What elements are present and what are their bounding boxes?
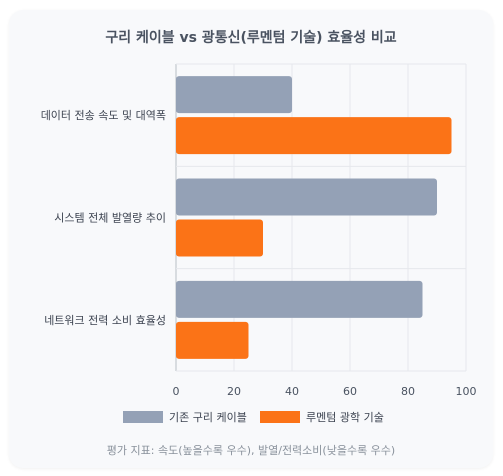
grid-lines xyxy=(175,63,467,372)
bars xyxy=(176,76,452,359)
x-tick-label: 40 xyxy=(285,385,299,398)
x-tick-label: 60 xyxy=(343,385,357,398)
legend-swatch xyxy=(123,411,163,423)
footnote: 평가 지표: 속도(높을수록 우수), 발열/전력소비(낮을수록 우수) xyxy=(107,444,395,457)
x-tick-label: 20 xyxy=(227,385,241,398)
x-tick-label: 100 xyxy=(456,385,477,398)
legend-label: 루멘텀 광학 기술 xyxy=(306,411,384,424)
x-tick-label: 0 xyxy=(173,385,180,398)
category-label: 데이터 전송 속도 및 대역폭 xyxy=(41,109,166,122)
x-axis-ticks: 0 20 40 60 80 100 xyxy=(173,385,477,398)
bar-1-0 xyxy=(176,117,452,155)
x-tick-label: 80 xyxy=(401,385,415,398)
bar-0-1 xyxy=(176,178,437,216)
legend-label: 기존 구리 케이블 xyxy=(169,411,247,424)
legend-swatch xyxy=(260,411,300,423)
legend: 기존 구리 케이블 루멘텀 광학 기술 xyxy=(123,411,384,424)
bar-1-1 xyxy=(176,219,263,257)
chart-title: 구리 케이블 vs 광통신(루멘텀 기술) 효율성 비교 xyxy=(105,29,396,46)
bar-1-2 xyxy=(176,321,249,359)
category-label: 시스템 전체 발열량 추이 xyxy=(54,212,166,225)
bar-0-2 xyxy=(176,280,423,318)
bar-0-0 xyxy=(176,76,292,114)
category-label: 네트워크 전력 소비 효율성 xyxy=(44,314,166,327)
